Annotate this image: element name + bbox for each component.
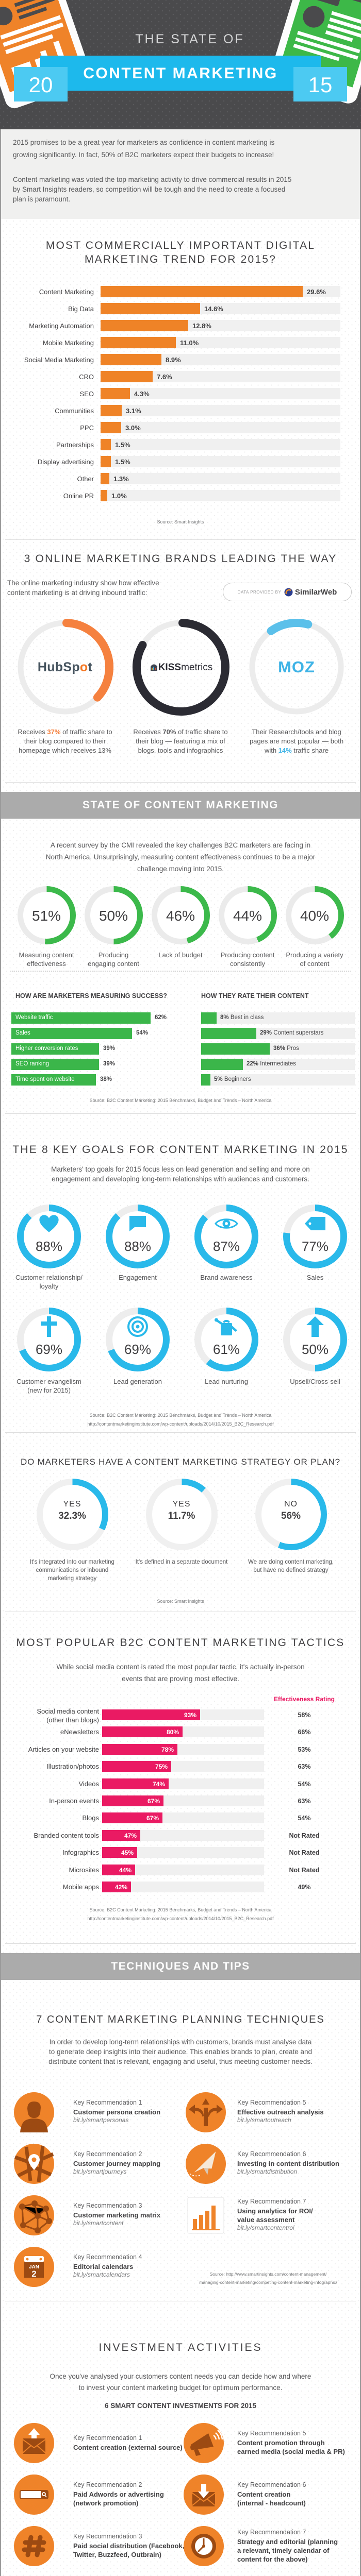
- svg-text:JAN: JAN: [29, 2264, 39, 2270]
- svg-text:2: 2: [31, 2269, 36, 2279]
